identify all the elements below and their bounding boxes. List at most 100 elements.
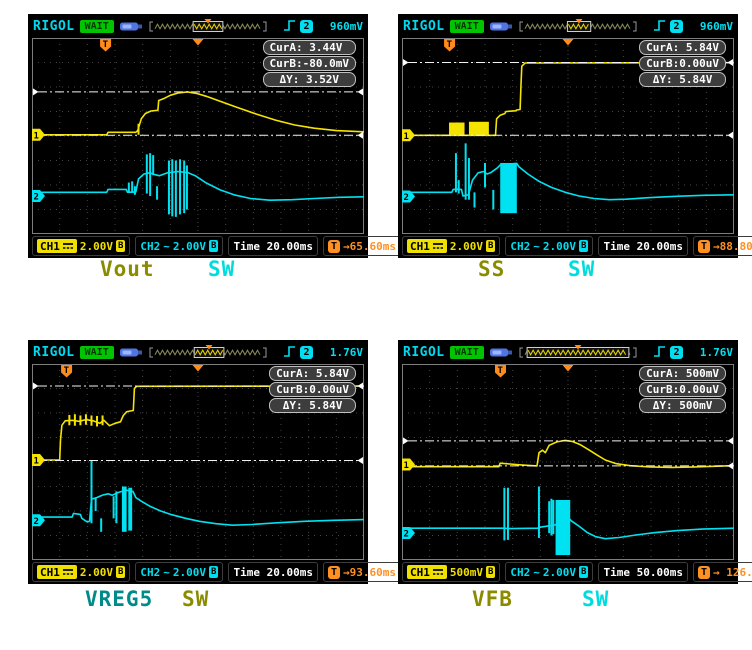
caption-row-vreg5: VREG5 SW — [28, 587, 368, 615]
svg-text:2: 2 — [404, 193, 409, 203]
caption-ch1-label: VREG5 — [85, 587, 154, 611]
ch2-label: CH2 — [140, 239, 161, 253]
trigger-source-badge: 2 — [300, 345, 313, 359]
ac-coupling-icon: ~ — [163, 565, 170, 579]
trigger-edge-icon — [283, 17, 296, 36]
cursor-delta-value: ΔY: 5.84V — [269, 398, 356, 413]
svg-text:T: T — [497, 366, 503, 376]
oscilloscope-capture-vfb: RIGOL WAIT 2 1.76V 1 2 T CurA: 500mV CurB:… — [398, 340, 752, 584]
ch1-bw-badge: B — [116, 240, 126, 252]
trigger-level-value: 960mV — [329, 19, 363, 33]
timebase-value: Time 20.00ms — [228, 562, 318, 582]
trigger-time-badge: T — [327, 565, 340, 579]
ch1-label: CH1 — [40, 239, 60, 253]
rigol-logo: RIGOL — [403, 344, 445, 360]
scope-statusbar: CH1 500mV B CH2 ~ 2.00V B Time 50.00ms T … — [398, 560, 752, 584]
oscilloscope-capture-vreg5: RIGOL WAIT 2 1.76V 1 2 T CurA: 5.84V CurB:… — [28, 340, 401, 584]
timebase-value: Time 20.00ms — [228, 236, 318, 256]
dc-coupling-icon — [62, 569, 73, 575]
usb-device-icon — [119, 346, 143, 359]
ch1-label: CH1 — [410, 565, 430, 579]
trigger-source-badge: 2 — [670, 345, 683, 359]
scope-statusbar: CH1 2.00V B CH2 ~ 2.00V B Time 20.00ms T … — [28, 560, 401, 584]
ch1-settings: CH1 2.00V B — [32, 236, 131, 256]
trigger-offset: T →88.80ms — [692, 236, 752, 256]
caption-ch2-label: SW — [582, 587, 610, 611]
scope-statusbar: CH1 2.00V B CH2 ~ 2.00V B Time 20.00ms T … — [398, 234, 752, 258]
svg-text:1: 1 — [404, 132, 409, 142]
ch2-scale-value: 2.00V — [172, 565, 207, 579]
ch2-settings: CH2 ~ 2.00V B — [135, 236, 224, 256]
trigger-edge-icon — [653, 17, 666, 36]
usb-device-icon — [119, 20, 143, 33]
graticule-display: 1 2 T CurA: 3.44V CurB:-80.0mV ΔY: 3.52V — [32, 38, 364, 234]
ch2-scale-value: 2.00V — [542, 565, 577, 579]
run-status-badge: WAIT — [449, 19, 484, 33]
ch2-settings: CH2 ~ 2.00V B — [135, 562, 224, 582]
svg-text:1: 1 — [34, 131, 39, 141]
ch2-label: CH2 — [510, 565, 531, 579]
svg-text:T: T — [447, 40, 453, 50]
scope-header: RIGOL WAIT 2 1.76V — [28, 340, 368, 364]
ac-coupling-icon: ~ — [163, 239, 170, 253]
caption-ch1-label: Vout — [100, 257, 155, 281]
run-status-badge: WAIT — [449, 345, 484, 359]
graticule-display: 1 2 T CurA: 5.84V CurB:0.00uV ΔY: 5.84V — [32, 364, 364, 560]
ch2-bw-badge: B — [209, 566, 219, 578]
ch1-settings: CH1 500mV B — [402, 562, 501, 582]
cursor-delta-value: ΔY: 3.52V — [262, 72, 356, 87]
svg-text:1: 1 — [404, 461, 409, 471]
trigger-offset-value: → 126.0ms — [712, 565, 752, 579]
ch1-settings: CH1 2.00V B — [32, 562, 131, 582]
ch1-badge: CH1 — [407, 565, 447, 579]
cursor-readout-panel: CurA: 5.84V CurB:0.00uV ΔY: 5.84V — [269, 366, 356, 414]
graticule-display: 1 2 T CurA: 5.84V CurB:0.00uV ΔY: 5.84V — [402, 38, 734, 234]
memory-waveform-preview — [148, 344, 268, 360]
trigger-offset: T →93.60ms — [322, 562, 401, 582]
dc-coupling-icon — [62, 243, 73, 249]
ch1-bw-badge: B — [486, 566, 496, 578]
svg-text:T: T — [64, 366, 70, 376]
cursor-b-value: CurB:0.00uV — [269, 382, 356, 397]
ch1-badge: CH1 — [37, 565, 77, 579]
ch2-scale-value: 2.00V — [542, 239, 577, 253]
trigger-time-badge: T — [697, 239, 710, 253]
trigger-offset: T → 126.0ms — [692, 562, 752, 582]
rigol-logo: RIGOL — [33, 344, 75, 360]
cursor-a-value: CurA: 5.84V — [269, 366, 356, 381]
cursor-readout-panel: CurA: 500mV CurB:0.00uV ΔY: 500mV — [639, 366, 726, 414]
svg-text:2: 2 — [34, 193, 39, 203]
cursor-a-value: CurA: 5.84V — [639, 40, 726, 55]
trigger-source-badge: 2 — [300, 19, 313, 33]
ch1-bw-badge: B — [116, 566, 126, 578]
trigger-offset: T →65.60ms — [322, 236, 401, 256]
cursor-b-value: CurB:0.00uV — [639, 56, 726, 71]
run-status-badge: WAIT — [79, 19, 114, 33]
cursor-delta-value: ΔY: 5.84V — [639, 72, 726, 87]
ch1-scale-value: 2.00V — [79, 239, 113, 253]
caption-ch2-label: SW — [208, 257, 236, 281]
svg-text:2: 2 — [34, 517, 39, 527]
trigger-offset-value: →93.60ms — [342, 565, 396, 579]
ch1-scale-value: 2.00V — [449, 239, 483, 253]
rigol-logo: RIGOL — [403, 18, 445, 34]
scope-statusbar: CH1 2.00V B CH2 ~ 2.00V B Time 20.00ms T … — [28, 234, 401, 258]
cursor-b-value: CurB:0.00uV — [639, 382, 726, 397]
trigger-source-badge: 2 — [670, 19, 683, 33]
cursor-a-value: CurA: 500mV — [639, 366, 726, 381]
timebase-value: Time 50.00ms — [598, 562, 688, 582]
ch2-bw-badge: B — [579, 566, 589, 578]
ch1-scale-value: 2.00V — [79, 565, 113, 579]
scope-header: RIGOL WAIT 2 960mV — [398, 14, 738, 38]
trigger-offset-value: →88.80ms — [712, 239, 752, 253]
trigger-edge-icon — [653, 343, 666, 362]
trigger-level-value: 1.76V — [329, 345, 363, 359]
dc-coupling-icon — [432, 243, 443, 249]
cursor-readout-panel: CurA: 5.84V CurB:0.00uV ΔY: 5.84V — [639, 40, 726, 88]
caption-ch1-label: VFB — [472, 587, 513, 611]
trigger-level-value: 960mV — [699, 19, 733, 33]
ch1-scale-value: 500mV — [449, 565, 483, 579]
scope-header: RIGOL WAIT 2 1.76V — [398, 340, 738, 364]
rigol-logo: RIGOL — [33, 18, 75, 34]
